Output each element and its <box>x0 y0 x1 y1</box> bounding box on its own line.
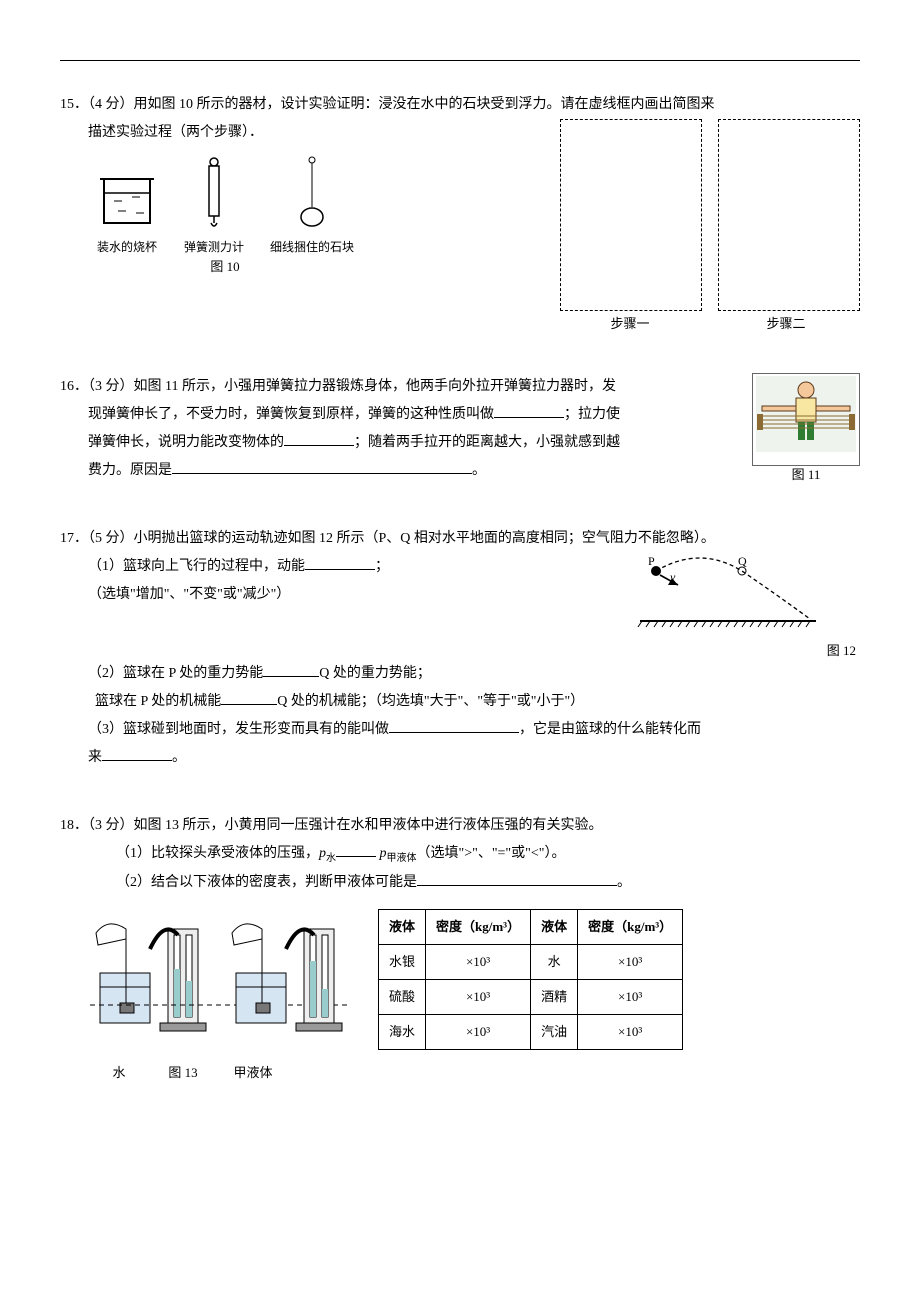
q17-p2b: Q 处的重力势能； <box>319 666 431 681</box>
fig13-label: 图 13 <box>148 1060 218 1086</box>
th-den: 密度（kg/m³） <box>426 910 531 945</box>
sj: 甲液体 <box>387 853 417 864</box>
spring-scale-icon <box>204 157 224 229</box>
cell: 水 <box>531 945 578 980</box>
lab-water: 水 <box>90 1060 148 1086</box>
q16-points: （3 分） <box>88 379 134 394</box>
q17-p1b: ； <box>375 559 389 574</box>
cell: ×10³ <box>426 945 531 980</box>
table-row: 海水 ×10³ 汽油 ×10³ <box>379 1015 683 1050</box>
stone-icon <box>297 155 327 229</box>
q15-num: 15． <box>60 97 88 112</box>
cell: ×10³ <box>426 1015 531 1050</box>
cell: 硫酸 <box>379 980 426 1015</box>
blank <box>389 718 519 733</box>
table-row: 硫酸 ×10³ 酒精 ×10³ <box>379 980 683 1015</box>
density-table: 液体 密度（kg/m³） 液体 密度（kg/m³） 水银 ×10³ 水 ×10³… <box>378 909 683 1050</box>
top-rule <box>60 60 860 61</box>
blank <box>417 871 617 886</box>
blank <box>494 403 564 418</box>
blank <box>221 690 277 705</box>
pj: p <box>380 846 387 861</box>
question-16: 16．（3 分）如图 11 所示，小强用弹簧拉力器锻炼身体，他两手向外拉开弹簧拉… <box>60 373 860 485</box>
table-row: 水银 ×10³ 水 ×10³ <box>379 945 683 980</box>
step1-box <box>560 119 702 311</box>
q18-p1a: （1）比较探头承受液体的压强， <box>116 846 319 861</box>
sw: 水 <box>326 853 336 864</box>
cell: ×10³ <box>426 980 531 1015</box>
q18-intro: 如图 13 所示，小黄用同一压强计在水和甲液体中进行液体压强的有关实验。 <box>134 818 603 833</box>
lab-jia: 甲液体 <box>218 1060 288 1086</box>
q18-num: 18． <box>60 818 88 833</box>
manometer-icon <box>90 909 350 1049</box>
app2-label: 弹簧测力计 <box>184 240 244 256</box>
q15-t2: 描述实验过程（两个步骤）． <box>60 119 550 147</box>
q16-l2b: ；拉力使 <box>564 407 620 422</box>
q16-l4b: 。 <box>472 463 486 478</box>
q17-p1a: （1）篮球向上飞行的过程中，动能 <box>88 559 305 574</box>
q17-p2a: （2）篮球在 P 处的重力势能 <box>88 666 263 681</box>
cell: ×10³ <box>578 980 683 1015</box>
q16-num: 16． <box>60 379 88 394</box>
q16-l3a: 弹簧伸长，说明力能改变物体的 <box>88 435 284 450</box>
label-v: v <box>670 570 676 584</box>
q17-p2d: Q 处的机械能；（均选填"大于"、"等于"或"小于"） <box>277 694 584 709</box>
q16-l2a: 现弹簧伸长了，不受力时，弹簧恢复到原样，弹簧的这种性质叫做 <box>88 407 494 422</box>
fig10-label: 图 10 <box>150 258 300 276</box>
question-18: 18．（3 分）如图 13 所示，小黄用同一压强计在水和甲液体中进行液体压强的有… <box>60 812 860 1086</box>
q17-p3d: 。 <box>172 750 186 765</box>
cell: ×10³ <box>578 1015 683 1050</box>
q15-points: （4 分） <box>88 97 134 112</box>
q17-num: 17． <box>60 531 88 546</box>
app1-label: 装水的烧杯 <box>96 240 158 256</box>
blank <box>336 842 376 857</box>
th-liq2: 液体 <box>531 910 578 945</box>
blank <box>172 459 472 474</box>
exerciser-icon <box>756 376 856 452</box>
blank <box>102 746 172 761</box>
fig11-label: 图 11 <box>752 466 860 484</box>
pw: p <box>319 846 326 861</box>
th-den2: 密度（kg/m³） <box>578 910 683 945</box>
q18-p2a: （2）结合以下液体的密度表，判断甲液体可能是 <box>116 875 417 890</box>
q17-p2c: 篮球在 P 处的机械能 <box>95 694 221 709</box>
blank <box>284 431 354 446</box>
q16-l4a: 费力。原因是 <box>88 463 172 478</box>
step1-label: 步骤一 <box>560 315 700 333</box>
blank <box>305 555 375 570</box>
cell: ×10³ <box>578 945 683 980</box>
fig12-label: 图 12 <box>620 642 860 660</box>
cell: 海水 <box>379 1015 426 1050</box>
q17-points: （5 分） <box>88 531 134 546</box>
trajectory-icon: P Q v <box>620 553 820 631</box>
cell: 水银 <box>379 945 426 980</box>
q16-l3b: ；随着两手拉开的距离越大，小强就感到越 <box>354 435 620 450</box>
q18-points: （3 分） <box>88 818 134 833</box>
apparatus-row: 装水的烧杯 弹簧测力计 <box>96 155 550 256</box>
step2-box <box>718 119 860 311</box>
th-liq: 液体 <box>379 910 426 945</box>
blank <box>263 662 319 677</box>
label-Q: Q <box>738 554 747 568</box>
q17-hint: （选填"增加"、"不变"或"减少"） <box>60 581 610 609</box>
cell: 汽油 <box>531 1015 578 1050</box>
step-boxes: 步骤一 步骤二 <box>560 119 860 333</box>
beaker-icon <box>96 173 158 229</box>
q17-p3b: ，它是由篮球的什么能转化而 <box>519 722 701 737</box>
q15-t1: 用如图 10 所示的器材，设计实验证明：浸没在水中的石块受到浮力。请在虚线框内画… <box>134 97 715 112</box>
q17-p3c: 来 <box>88 750 102 765</box>
app3-label: 细线捆住的石块 <box>270 240 354 256</box>
label-P: P <box>648 554 655 568</box>
fig11-box <box>752 373 860 466</box>
question-15: 15．（4 分）用如图 10 所示的器材，设计实验证明：浸没在水中的石块受到浮力… <box>60 91 860 333</box>
cell: 酒精 <box>531 980 578 1015</box>
q16-l1: 如图 11 所示，小强用弹簧拉力器锻炼身体，他两手向外拉开弹簧拉力器时，发 <box>134 379 616 394</box>
step2-label: 步骤二 <box>716 315 856 333</box>
fig13: 水 图 13 甲液体 <box>90 909 350 1086</box>
q18-p1b: （选填">"、"="或"<"）。 <box>417 846 566 861</box>
q17-intro: 小明抛出篮球的运动轨迹如图 12 所示（P、Q 相对水平地面的高度相同；空气阻力… <box>134 531 715 546</box>
q18-p2b: 。 <box>617 875 631 890</box>
question-17: 17．（5 分）小明抛出篮球的运动轨迹如图 12 所示（P、Q 相对水平地面的高… <box>60 525 860 772</box>
q17-p3a: （3）篮球碰到地面时，发生形变而具有的能叫做 <box>88 722 389 737</box>
